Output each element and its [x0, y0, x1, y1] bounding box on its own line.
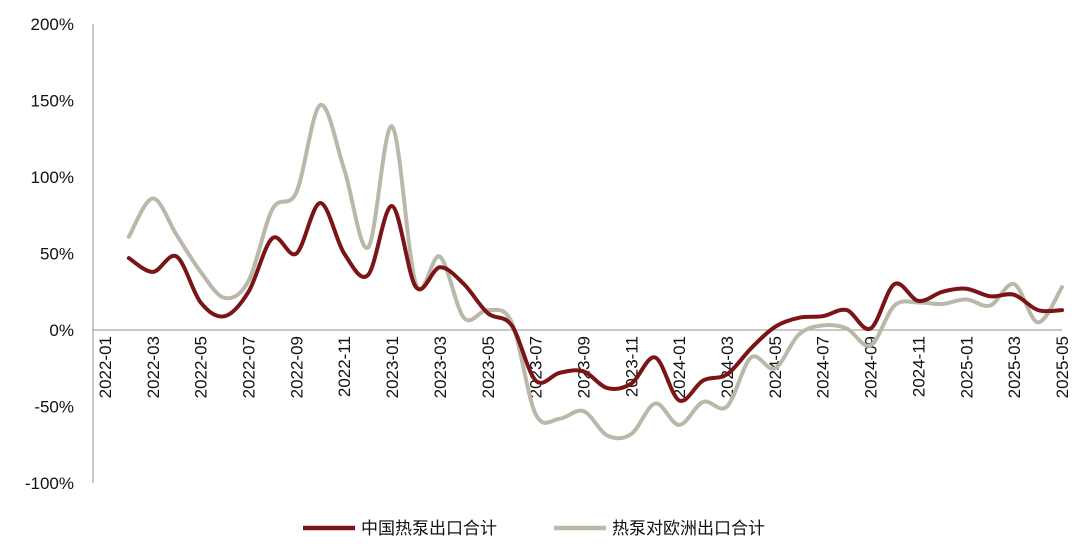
x-tick-label: 2025-05	[1053, 336, 1072, 398]
series-lines	[126, 103, 1064, 441]
series-line-europe-total	[126, 103, 1064, 441]
x-tick-label: 2023-03	[431, 336, 450, 398]
y-tick-labels: -100% -50% 0% 50% 100% 150% 200%	[25, 15, 74, 493]
series-line-china-total	[126, 201, 1064, 403]
legend: 中国热泵出口合计 热泵对欧洲出口合计	[303, 519, 765, 539]
x-tick-label: 2025-01	[957, 336, 976, 398]
y-tick-label: 200%	[31, 15, 74, 34]
y-tick-label: 100%	[31, 168, 74, 187]
x-tick-label: 2022-03	[144, 336, 163, 398]
y-tick-label: 0%	[49, 321, 74, 340]
x-tick-label: 2025-03	[1005, 336, 1024, 398]
x-tick-label: 2024-11	[909, 336, 928, 397]
x-tick-label: 2024-01	[670, 336, 689, 398]
y-tick-label: 150%	[31, 92, 74, 111]
x-tick-label: 2022-01	[96, 336, 115, 398]
x-tick-labels: 2022-01 2022-03 2022-05 2022-07 2022-09 2022-…	[96, 336, 1072, 398]
legend-label-china-total: 中国热泵出口合计	[361, 519, 497, 539]
y-tick-label: -100%	[25, 474, 74, 493]
y-tick-label: 50%	[40, 245, 74, 264]
x-tick-label: 2024-03	[718, 336, 737, 398]
x-tick-label: 2024-09	[862, 336, 881, 398]
legend-label-europe-total: 热泵对欧洲出口合计	[612, 519, 765, 539]
x-tick-label: 2023-11	[622, 336, 641, 397]
x-tick-label: 2023-09	[574, 336, 593, 398]
x-tick-label: 2022-07	[240, 336, 259, 398]
axes	[92, 24, 1062, 483]
x-tick-label: 2022-05	[192, 336, 211, 398]
y-tick-label: -50%	[34, 398, 74, 417]
x-tick-label: 2023-01	[383, 336, 402, 398]
x-tick-label: 2024-07	[814, 336, 833, 398]
x-tick-label: 2023-05	[479, 336, 498, 398]
x-tick-label: 2022-11	[335, 336, 354, 397]
x-tick-label: 2022-09	[287, 336, 306, 398]
